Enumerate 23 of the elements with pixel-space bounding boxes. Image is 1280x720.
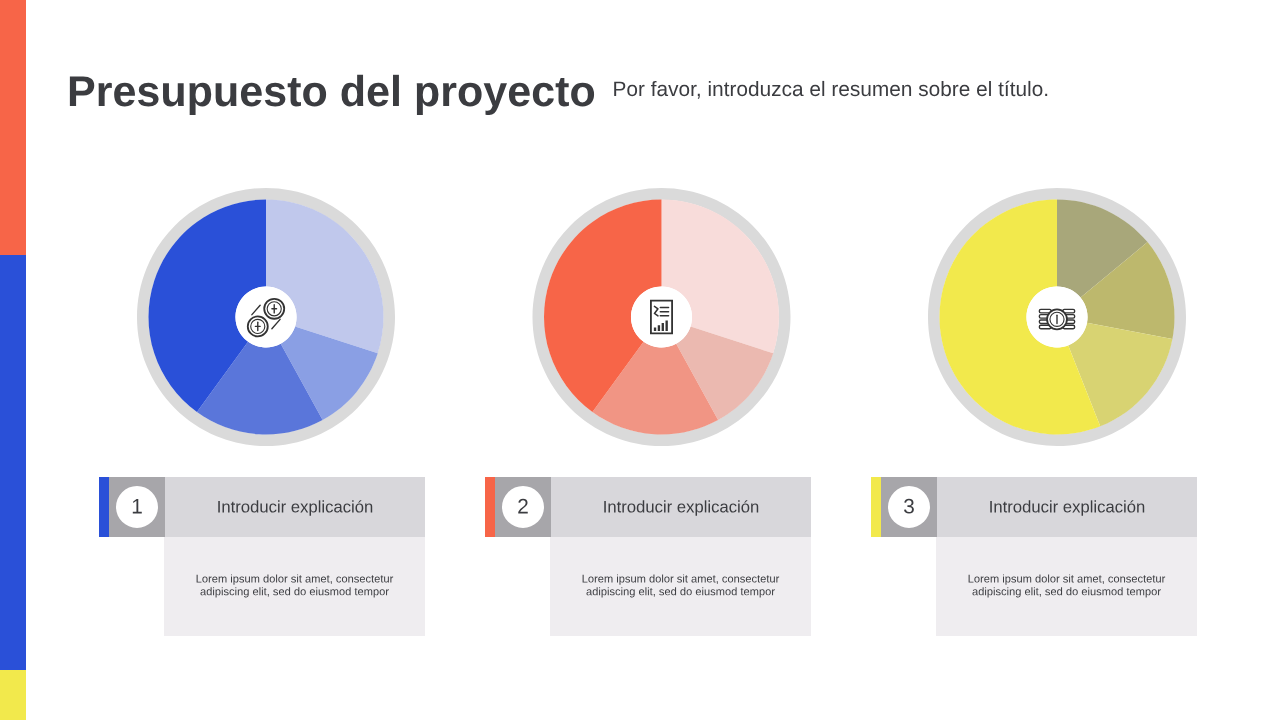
donut-slice — [1080, 242, 1175, 340]
donut-slice — [1068, 322, 1173, 427]
text: 3 — [904, 498, 914, 514]
text: Lorem ipsum dolor sit amet, consectetur adipiscing elit, sed do eiusmod tempor — [196, 574, 394, 598]
text: 1 — [132, 499, 142, 514]
text: 2 — [518, 498, 528, 514]
donut-slice — [939, 199, 1101, 435]
text: Introducir explicación — [218, 500, 373, 516]
text: Por favor, introduzca el resumen sobre el título. — [614, 80, 1048, 99]
donut-slice — [676, 326, 774, 420]
text: Lorem ipsum dolor sit amet, consectetur adipiscing elit, sed do eiusmod tempor — [582, 574, 780, 598]
donut-slice — [661, 199, 779, 354]
donut-slice — [148, 199, 266, 413]
donut-slice — [1057, 199, 1148, 298]
donut-slice — [196, 341, 323, 435]
text: Lorem ipsum dolor sit amet, consectetur adipiscing elit, sed do eiusmod tempor — [968, 574, 1166, 598]
donut-slice — [592, 341, 719, 435]
donut-slice — [280, 326, 378, 420]
donut-slice — [544, 199, 662, 413]
donut-slice — [266, 199, 384, 354]
text: Introducir explicación — [604, 500, 759, 516]
chart-title: Presupuesto del proyecto — [69, 74, 595, 115]
text: Introducir explicación — [990, 500, 1145, 516]
